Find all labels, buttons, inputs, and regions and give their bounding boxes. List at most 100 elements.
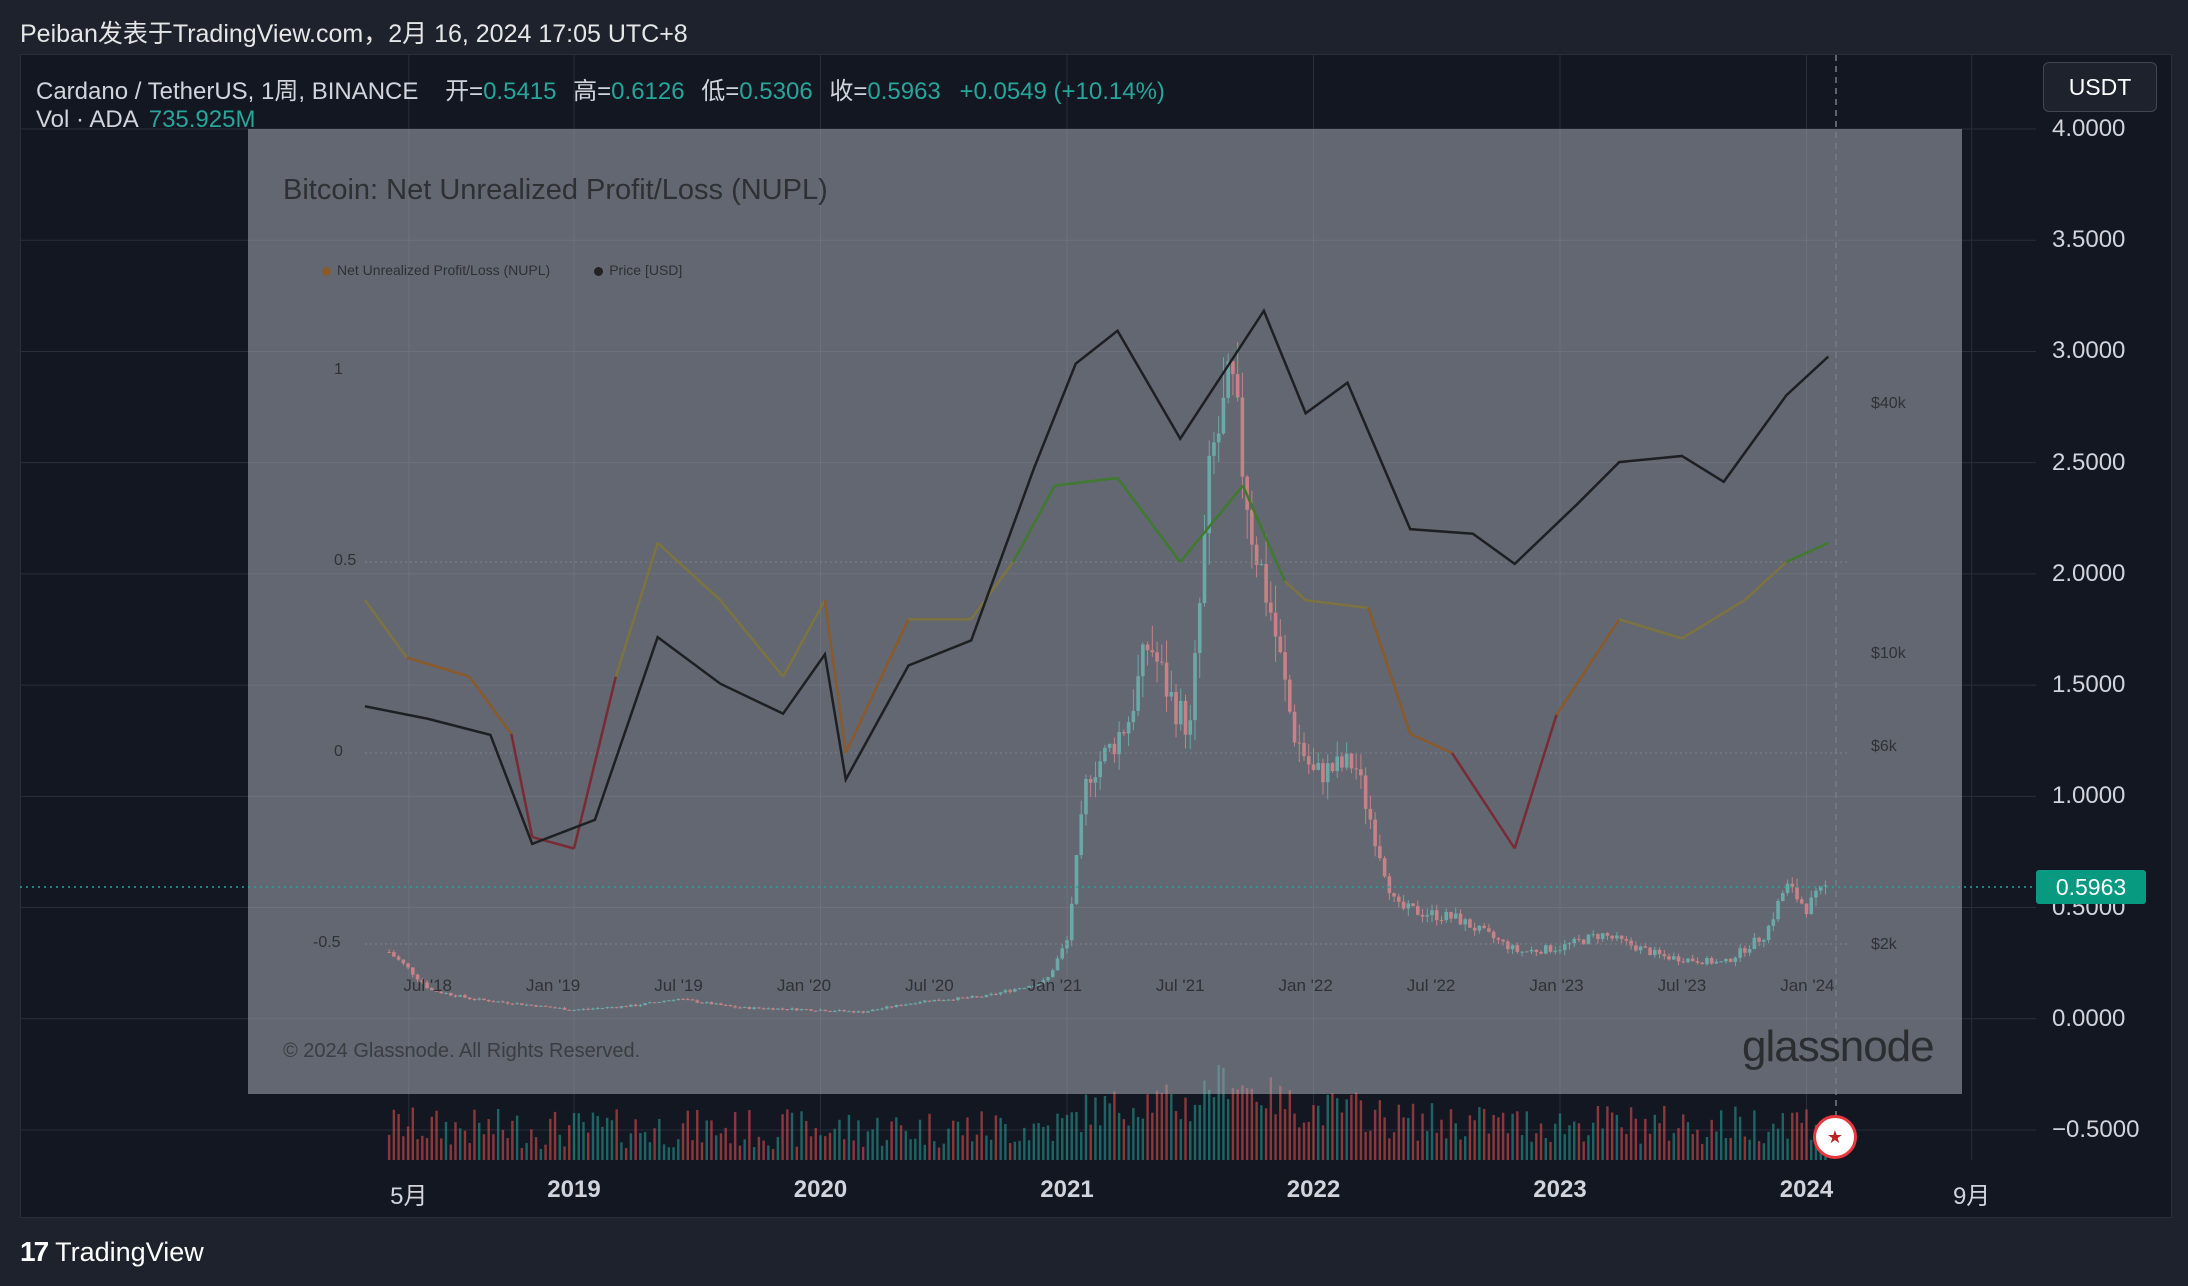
volume-bar xyxy=(1511,1113,1514,1160)
volume-bar xyxy=(918,1119,922,1160)
volume-bar xyxy=(795,1146,798,1160)
volume-bar xyxy=(1151,1112,1154,1160)
nupl-line-segment xyxy=(1179,484,1244,563)
volume-bar xyxy=(525,1143,528,1160)
volume-bar xyxy=(1117,1112,1121,1160)
volume-bar xyxy=(1056,1113,1059,1160)
price-axis-label: 4.0000 xyxy=(2052,115,2126,142)
volume-bar xyxy=(914,1138,917,1160)
volume-bar xyxy=(814,1127,817,1160)
volume-bar xyxy=(459,1128,462,1160)
volume-bar xyxy=(392,1109,396,1160)
volume-bar xyxy=(1530,1141,1533,1160)
overlay-x-label: Jan '23 xyxy=(1529,976,1584,995)
volume-bar xyxy=(444,1121,448,1160)
volume-bar xyxy=(691,1140,694,1160)
symbol-name[interactable]: Cardano / TetherUS, 1周, BINANCE xyxy=(36,78,419,105)
volume-bar xyxy=(942,1143,945,1160)
volume-bar xyxy=(776,1136,780,1160)
btc-price-line xyxy=(364,308,1830,846)
volume-bar xyxy=(639,1133,642,1160)
volume-bar xyxy=(563,1146,566,1160)
tradingview-logo[interactable]: 17 TradingView xyxy=(20,1236,204,1268)
volume-bar xyxy=(1454,1123,1457,1160)
volume-bar xyxy=(1061,1118,1064,1160)
overlay-y2-label: $2k xyxy=(1871,936,1897,953)
volume-bar xyxy=(1501,1112,1505,1160)
volume-bar xyxy=(890,1121,893,1160)
volume-bar xyxy=(587,1132,590,1160)
volume-bar xyxy=(1203,1080,1206,1160)
volume-bar xyxy=(880,1145,884,1160)
overlay-x-label: Jul '21 xyxy=(1155,976,1205,995)
volume-bar xyxy=(1027,1140,1031,1160)
volume-bar xyxy=(928,1113,931,1160)
last-price-tag: 0.5963 xyxy=(2036,870,2146,904)
overlay-x-label: Jan '21 xyxy=(1027,976,1082,995)
volume-bar xyxy=(1345,1099,1348,1160)
us-flag-event-icon[interactable]: ★ xyxy=(1813,1115,1857,1159)
volume-bar xyxy=(1165,1084,1168,1160)
volume-label: Vol · ADA xyxy=(36,106,139,133)
volume-bar xyxy=(1226,1099,1230,1160)
nupl-line-segment xyxy=(1367,607,1412,735)
volume-bar xyxy=(473,1109,476,1160)
tradingview-brand: TradingView xyxy=(55,1236,204,1267)
glassnode-logo: glassnode xyxy=(1742,1022,1935,1071)
low-label: 低= xyxy=(701,78,740,105)
volume-bar xyxy=(1738,1116,1742,1160)
nupl-line-segment xyxy=(510,733,534,838)
volume-bar xyxy=(975,1134,979,1160)
volume-bar xyxy=(1810,1139,1813,1160)
time-axis-label: 2020 xyxy=(793,1176,848,1203)
volume-bar xyxy=(1032,1123,1036,1160)
volume-bar xyxy=(1696,1129,1699,1160)
volume-bar xyxy=(1397,1104,1401,1160)
volume-bar xyxy=(843,1139,846,1160)
volume-bar xyxy=(1383,1117,1386,1160)
volume-bar xyxy=(1141,1118,1145,1160)
volume-bar xyxy=(1378,1100,1382,1160)
symbol-legend[interactable]: Cardano / TetherUS, 1周, BINANCE 开=0.5415… xyxy=(36,71,1165,106)
volume-bar xyxy=(1497,1117,1500,1160)
nupl-line-segment xyxy=(468,675,513,735)
volume-bar xyxy=(1179,1119,1182,1160)
open-label: 开= xyxy=(445,78,484,105)
nupl-line-segment xyxy=(719,599,785,678)
currency-button[interactable]: USDT xyxy=(2043,62,2157,112)
volume-legend[interactable]: Vol · ADA 735.925M xyxy=(36,106,255,134)
volume-bar xyxy=(1217,1064,1220,1160)
time-axis-label: 2022 xyxy=(1286,1176,1341,1203)
volume-bar xyxy=(980,1111,983,1160)
overlay-x-label: Jul '23 xyxy=(1657,976,1707,995)
volume-bar xyxy=(1354,1092,1358,1160)
volume-bar xyxy=(1222,1067,1225,1160)
overlay-y-label: 0.5 xyxy=(334,552,357,569)
volume-bar xyxy=(1132,1108,1135,1160)
volume-bar xyxy=(1084,1094,1088,1160)
volume-bar xyxy=(1013,1141,1017,1160)
volume-bar xyxy=(572,1113,576,1160)
volume-bar xyxy=(1255,1101,1258,1160)
volume-bar xyxy=(1653,1114,1657,1160)
volume-bar xyxy=(1748,1139,1751,1160)
volume-bar xyxy=(786,1109,789,1160)
time-axis-label: 2024 xyxy=(1779,1176,1834,1203)
volume-bar xyxy=(1364,1131,1367,1160)
volume-bar xyxy=(1046,1125,1050,1160)
volume-bar xyxy=(966,1117,969,1160)
volume-bar xyxy=(985,1135,988,1160)
volume-bar xyxy=(1236,1089,1239,1160)
nupl-line-segment xyxy=(1513,714,1558,849)
volume-value: 735.925M xyxy=(148,106,256,133)
volume-bar xyxy=(1094,1097,1097,1160)
volume-bar xyxy=(1184,1097,1187,1160)
low-value: 0.5306 xyxy=(739,78,813,105)
volume-bar xyxy=(1644,1118,1647,1160)
volume-bar xyxy=(1473,1120,1476,1160)
volume-bar xyxy=(1729,1138,1732,1160)
volume-bar xyxy=(1772,1123,1775,1160)
volume-bar xyxy=(933,1141,936,1160)
high-label: 高= xyxy=(573,78,612,105)
